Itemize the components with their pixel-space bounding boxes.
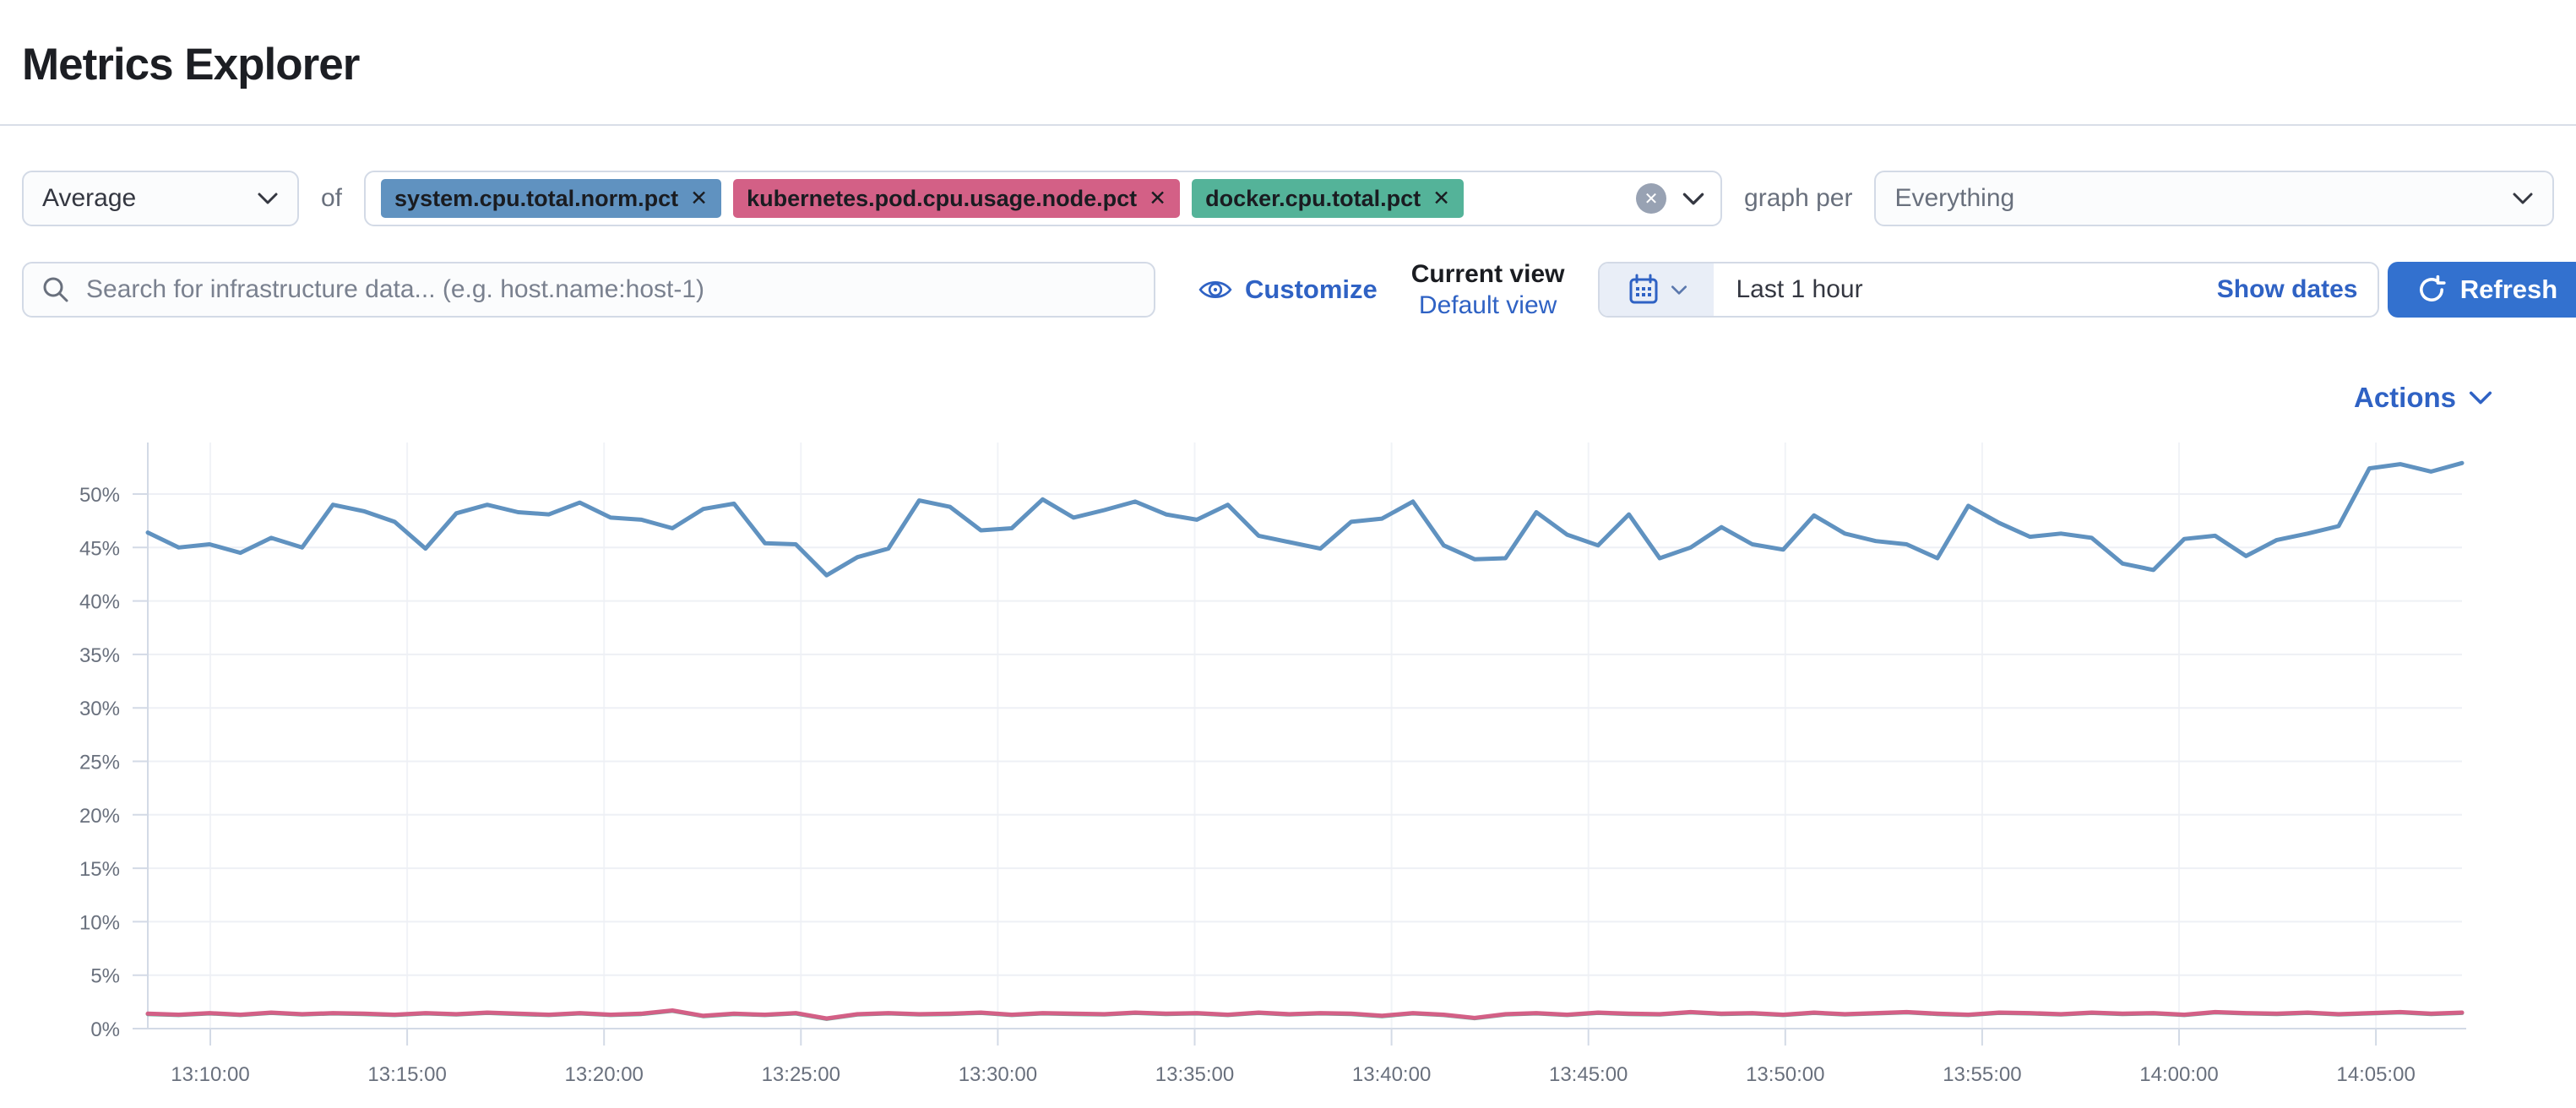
metrics-chart-canvas[interactable]: 13:10:00 13:15:00 13:20:00 13:25:00 13:30:00…	[0, 439, 2576, 1106]
metric-badge[interactable]: system.cpu.total.norm.pct ✕	[381, 179, 722, 218]
aggregation-row: Average of system.cpu.total.norm.pct ✕ k…	[22, 171, 2554, 226]
metrics-combobox[interactable]: system.cpu.total.norm.pct ✕ kubernetes.p…	[364, 171, 1723, 226]
chevron-down-icon	[1671, 285, 1687, 295]
refresh-icon	[2419, 274, 2446, 301]
svg-text:20%: 20%	[79, 805, 120, 828]
svg-text:30%: 30%	[79, 698, 120, 720]
current-view-label: Current view	[1410, 260, 1565, 288]
of-label: of	[321, 184, 343, 212]
time-range-value[interactable]: Last 1 hour	[1736, 275, 1863, 303]
calendar-icon	[1629, 274, 1658, 304]
group-by-select-value: Everything	[1894, 184, 2015, 212]
svg-text:0%: 0%	[90, 1018, 120, 1041]
svg-text:13:50:00: 13:50:00	[1746, 1063, 1824, 1086]
customize-button[interactable]: Customize	[1198, 272, 1378, 307]
default-view-link[interactable]: Default view	[1418, 291, 1557, 319]
aggregation-select[interactable]: Average	[22, 171, 299, 226]
svg-text:15%: 15%	[79, 858, 120, 881]
actions-menu-button[interactable]: Actions	[2354, 382, 2493, 414]
svg-text:13:40:00: 13:40:00	[1352, 1063, 1431, 1086]
metric-badge[interactable]: docker.cpu.total.pct ✕	[1192, 179, 1465, 218]
chevron-down-icon	[2469, 391, 2492, 405]
svg-text:13:30:00: 13:30:00	[959, 1063, 1037, 1086]
search-icon	[43, 277, 68, 302]
svg-text:13:15:00: 13:15:00	[367, 1063, 446, 1086]
view-status: Current view Default view	[1411, 258, 1565, 321]
toolbar-row: Customize Current view Default view Last…	[22, 260, 2576, 319]
search-field[interactable]	[22, 262, 1155, 318]
customize-label: Customize	[1245, 274, 1378, 304]
metric-badge-label: kubernetes.pod.cpu.usage.node.pct	[747, 185, 1138, 211]
svg-text:25%: 25%	[79, 752, 120, 774]
svg-text:35%: 35%	[79, 644, 120, 667]
svg-text:14:00:00: 14:00:00	[2139, 1063, 2218, 1086]
eye-icon	[1198, 280, 1232, 299]
chevron-down-icon	[2513, 193, 2533, 204]
date-picker[interactable]: Last 1 hour Show dates	[1598, 262, 2380, 318]
svg-text:14:05:00: 14:05:00	[2336, 1063, 2415, 1086]
metric-badge-label: docker.cpu.total.pct	[1205, 185, 1421, 211]
actions-label: Actions	[2353, 382, 2456, 413]
show-dates-link[interactable]: Show dates	[2216, 275, 2358, 303]
group-by-select[interactable]: Everything	[1874, 171, 2554, 226]
quick-select-button[interactable]	[1600, 263, 1715, 316]
svg-text:10%: 10%	[79, 911, 120, 934]
refresh-button[interactable]: Refresh	[2388, 262, 2576, 318]
svg-text:40%: 40%	[79, 591, 120, 614]
clear-all-metrics-icon[interactable]: ✕	[1636, 183, 1667, 214]
page-title: Metrics Explorer	[22, 39, 360, 90]
svg-text:13:10:00: 13:10:00	[171, 1063, 249, 1086]
remove-metric-icon[interactable]: ✕	[1149, 187, 1167, 210]
metric-badge-label: system.cpu.total.norm.pct	[394, 185, 679, 211]
aggregation-select-value: Average	[42, 184, 137, 212]
svg-text:13:20:00: 13:20:00	[564, 1063, 643, 1086]
graph-per-label: graph per	[1744, 184, 1853, 212]
svg-text:5%: 5%	[90, 965, 120, 988]
svg-text:13:25:00: 13:25:00	[762, 1063, 840, 1086]
svg-text:13:35:00: 13:35:00	[1155, 1063, 1234, 1086]
svg-text:50%: 50%	[79, 484, 120, 507]
svg-text:13:45:00: 13:45:00	[1549, 1063, 1628, 1086]
remove-metric-icon[interactable]: ✕	[1432, 187, 1451, 210]
metric-badge[interactable]: kubernetes.pod.cpu.usage.node.pct ✕	[733, 179, 1181, 218]
header-divider	[0, 124, 2576, 126]
remove-metric-icon[interactable]: ✕	[690, 187, 709, 210]
svg-text:13:55:00: 13:55:00	[1943, 1063, 2021, 1086]
chevron-down-icon	[258, 193, 278, 204]
chevron-down-icon[interactable]	[1682, 192, 1705, 206]
refresh-label: Refresh	[2459, 274, 2558, 304]
search-input[interactable]	[84, 274, 1137, 305]
svg-text:45%: 45%	[79, 537, 120, 560]
